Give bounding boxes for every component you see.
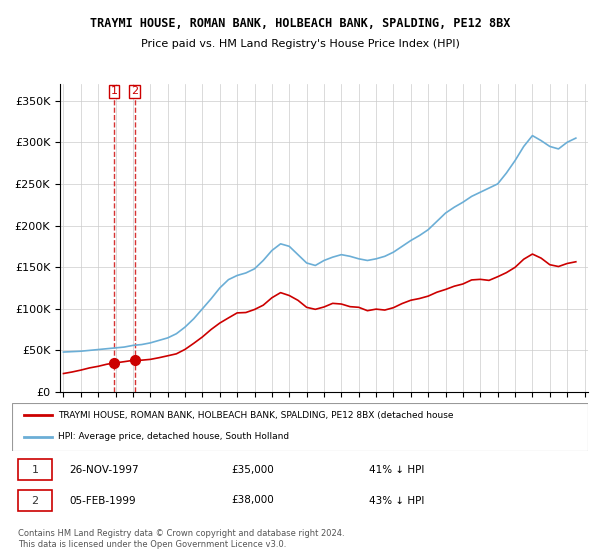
Text: 2: 2 xyxy=(131,86,138,96)
Text: 26-NOV-1997: 26-NOV-1997 xyxy=(70,465,139,475)
Text: 05-FEB-1999: 05-FEB-1999 xyxy=(70,496,136,506)
Text: HPI: Average price, detached house, South Holland: HPI: Average price, detached house, Sout… xyxy=(58,432,289,441)
Text: £35,000: £35,000 xyxy=(231,465,274,475)
Text: 2: 2 xyxy=(31,496,38,506)
Text: 43% ↓ HPI: 43% ↓ HPI xyxy=(369,496,424,506)
Text: Price paid vs. HM Land Registry's House Price Index (HPI): Price paid vs. HM Land Registry's House … xyxy=(140,39,460,49)
FancyBboxPatch shape xyxy=(18,459,52,480)
FancyBboxPatch shape xyxy=(18,490,52,511)
FancyBboxPatch shape xyxy=(12,403,588,451)
Text: TRAYMI HOUSE, ROMAN BANK, HOLBEACH BANK, SPALDING, PE12 8BX (detached house: TRAYMI HOUSE, ROMAN BANK, HOLBEACH BANK,… xyxy=(58,410,454,419)
Text: TRAYMI HOUSE, ROMAN BANK, HOLBEACH BANK, SPALDING, PE12 8BX: TRAYMI HOUSE, ROMAN BANK, HOLBEACH BANK,… xyxy=(90,17,510,30)
Text: 41% ↓ HPI: 41% ↓ HPI xyxy=(369,465,424,475)
Text: 1: 1 xyxy=(32,465,38,475)
Text: £38,000: £38,000 xyxy=(231,496,274,506)
Text: Contains HM Land Registry data © Crown copyright and database right 2024.
This d: Contains HM Land Registry data © Crown c… xyxy=(18,529,344,549)
Text: 1: 1 xyxy=(110,86,118,96)
